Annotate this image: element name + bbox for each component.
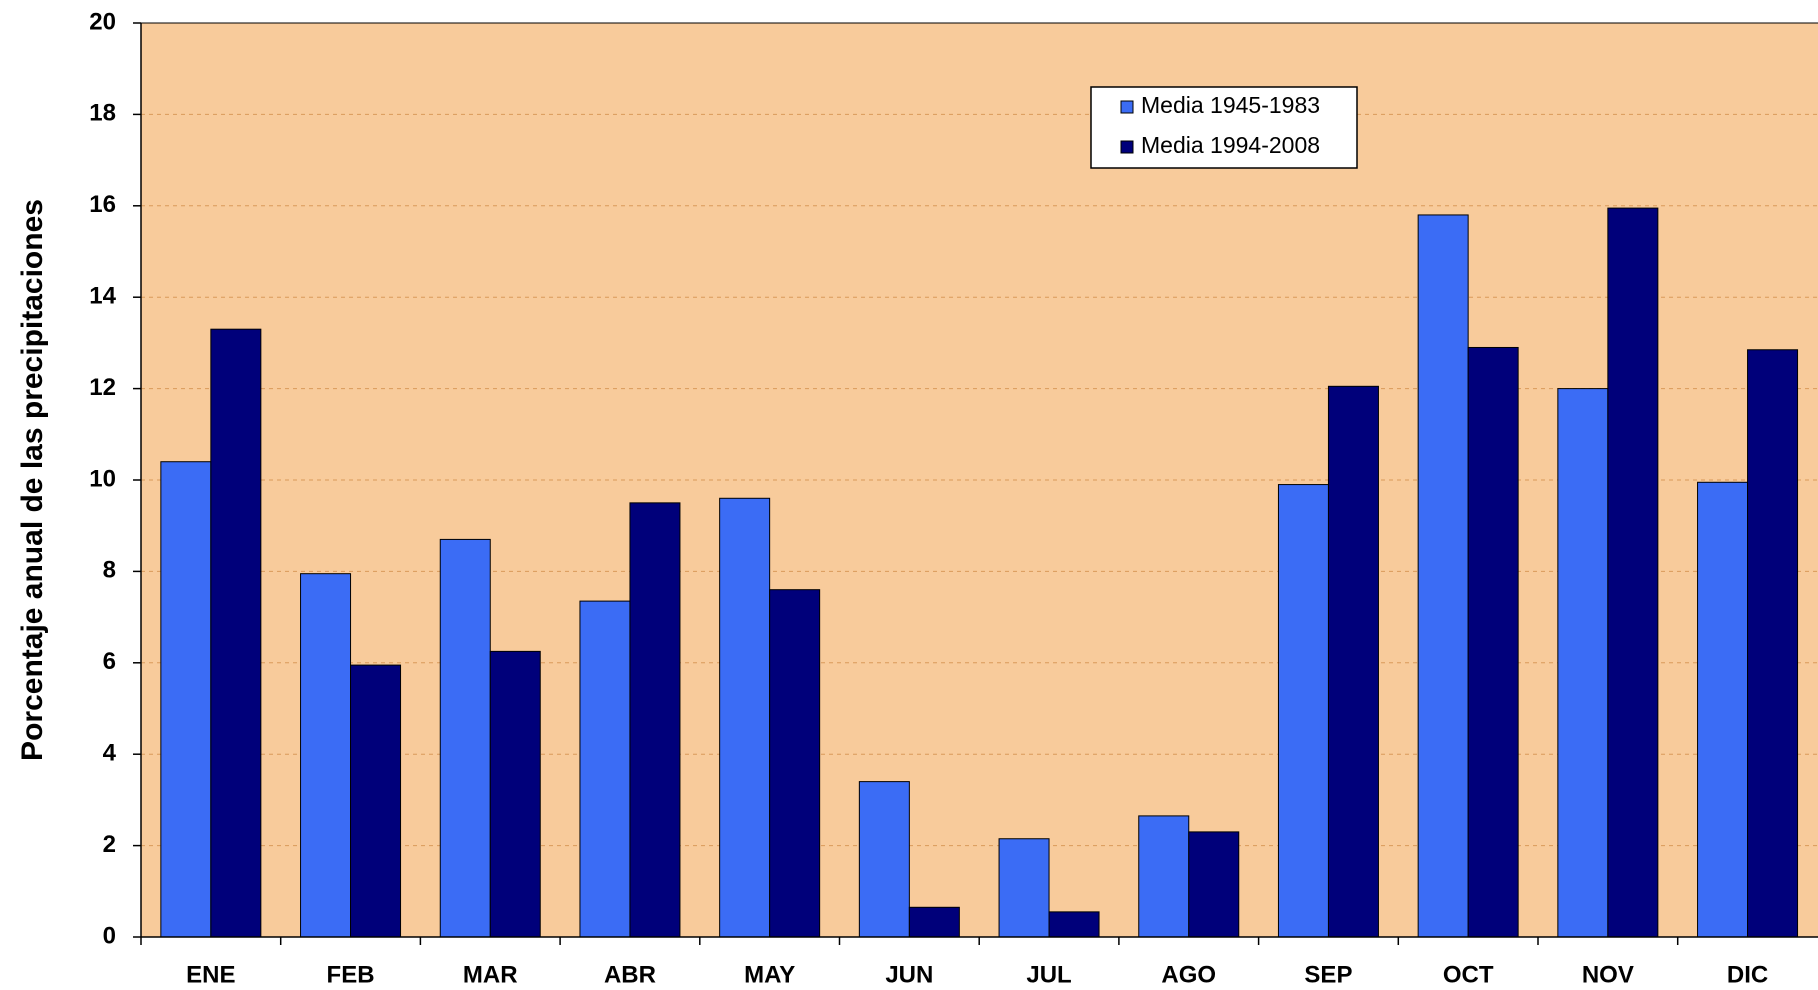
x-tick-label: DIC xyxy=(1727,961,1768,988)
legend-swatch xyxy=(1120,100,1134,114)
y-tick-label: 18 xyxy=(89,100,116,127)
y-tick-label: 16 xyxy=(89,191,116,218)
bar xyxy=(1277,484,1329,938)
x-tick-label: SEP xyxy=(1304,961,1352,988)
bar xyxy=(1747,349,1799,938)
y-tick-label: 20 xyxy=(89,8,116,35)
plot-area xyxy=(141,23,1818,937)
x-tick-label: AGO xyxy=(1161,961,1216,988)
bar xyxy=(769,589,821,938)
y-tick-label: 6 xyxy=(103,648,116,675)
x-tick-label: OCT xyxy=(1443,961,1494,988)
y-tick-label: 0 xyxy=(103,922,116,949)
x-tick-label: JUN xyxy=(885,961,933,988)
bar xyxy=(1327,385,1379,938)
bar xyxy=(858,781,910,938)
bar xyxy=(160,461,212,938)
y-tick-label: 4 xyxy=(103,740,117,767)
x-tick-label: NOV xyxy=(1582,961,1634,988)
bar xyxy=(1138,815,1190,938)
x-tick-label: MAY xyxy=(744,961,795,988)
x-tick-label: JUL xyxy=(1026,961,1071,988)
bar xyxy=(1607,207,1659,938)
bar xyxy=(1417,214,1469,938)
bar xyxy=(210,328,262,938)
y-tick-label: 8 xyxy=(103,557,116,584)
y-tick-label: 12 xyxy=(89,374,116,401)
bar xyxy=(579,600,631,938)
legend-label: Media 1994-2008 xyxy=(1141,132,1320,158)
x-tick-label: ABR xyxy=(604,961,656,988)
bar xyxy=(1188,831,1240,938)
legend-swatch xyxy=(1120,140,1134,154)
bar xyxy=(1557,388,1609,938)
x-tick-label: FEB xyxy=(327,961,375,988)
bar xyxy=(1697,481,1749,938)
bar xyxy=(1048,911,1100,938)
bar xyxy=(719,497,771,938)
bar xyxy=(998,838,1050,938)
x-tick-label: MAR xyxy=(463,961,518,988)
bar xyxy=(908,906,960,938)
legend-label: Media 1945-1983 xyxy=(1141,92,1320,118)
legend xyxy=(1090,86,1358,169)
bar xyxy=(629,502,681,938)
x-tick-label: ENE xyxy=(186,961,235,988)
bar xyxy=(300,573,352,938)
y-tick-label: 14 xyxy=(89,283,116,310)
y-tick-label: 10 xyxy=(89,465,116,492)
bar xyxy=(489,650,541,938)
bar xyxy=(1467,346,1519,938)
bar xyxy=(439,538,491,938)
y-axis-label: Porcentaje anual de las precipitaciones xyxy=(16,199,49,761)
y-tick-label: 2 xyxy=(103,831,116,858)
bar xyxy=(350,664,402,938)
